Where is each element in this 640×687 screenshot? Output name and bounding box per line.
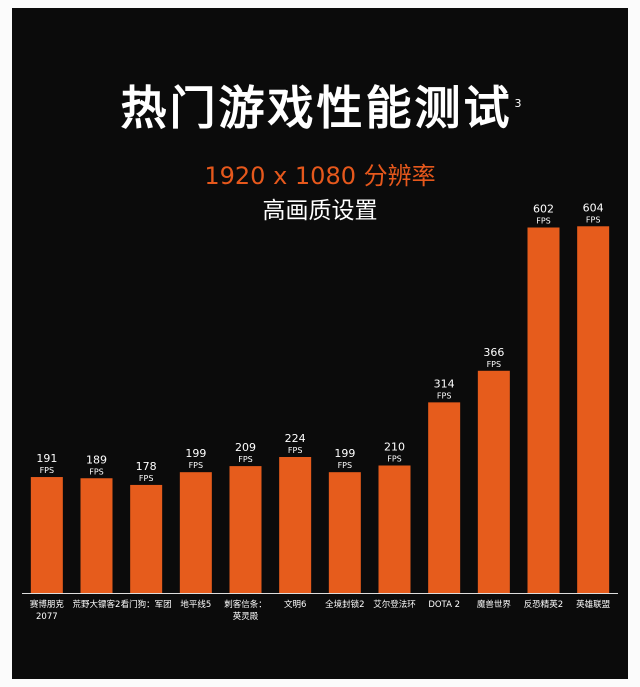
bar-8 xyxy=(428,402,461,593)
bar-unit-label: FPS xyxy=(487,360,502,369)
category-label: 2077 xyxy=(36,612,58,622)
bar-0 xyxy=(30,477,63,593)
category-label: 刺客信条： xyxy=(224,599,267,610)
category-label: 赛博朋克 xyxy=(30,599,65,610)
resolution-subtitle: 1920 x 1080 分辨率 xyxy=(204,162,436,190)
bar-7 xyxy=(378,465,411,593)
bar-2 xyxy=(130,484,163,593)
bar-value-label: 209 xyxy=(235,441,256,454)
bar-6 xyxy=(328,472,361,593)
bar-unit-label: FPS xyxy=(387,455,402,464)
category-label: DOTA 2 xyxy=(428,600,460,610)
bar-11 xyxy=(577,226,610,594)
bar-value-label: 314 xyxy=(434,377,455,390)
page-title: 热门游戏性能测试 3 xyxy=(0,78,640,138)
bar-unit-label: FPS xyxy=(338,461,353,470)
bar-unit-label: FPS xyxy=(40,466,55,475)
title-text: 热门游戏性能测试 xyxy=(120,81,513,135)
bar-unit-label: FPS xyxy=(437,391,452,400)
category-label: 英雄联盟 xyxy=(576,599,611,610)
category-label: 艾尔登法环 xyxy=(373,599,416,610)
category-label: 英灵殿 xyxy=(233,611,259,622)
bar-value-label: 602 xyxy=(533,203,554,216)
bar-1 xyxy=(80,478,113,593)
bar-value-label: 191 xyxy=(36,452,57,465)
bar-value-label: 366 xyxy=(483,346,504,359)
chart-panel xyxy=(12,8,628,679)
category-label: 魔兽世界 xyxy=(477,599,512,610)
footnote-mark: 3 xyxy=(514,97,522,110)
bar-value-label: 210 xyxy=(384,441,405,454)
category-label: 地平线5 xyxy=(180,599,211,610)
bar-unit-label: FPS xyxy=(139,474,154,483)
bar-unit-label: FPS xyxy=(288,446,303,455)
quality-subtitle: 高画质设置 xyxy=(262,198,378,224)
bar-value-label: 604 xyxy=(583,201,604,214)
bar-10 xyxy=(527,227,560,593)
category-label: 看门狗：军团 xyxy=(121,599,172,610)
bar-4 xyxy=(229,466,262,593)
bar-value-label: 199 xyxy=(185,447,206,460)
bar-3 xyxy=(179,472,212,593)
bar-unit-label: FPS xyxy=(89,467,104,476)
category-label: 反恐精英2 xyxy=(524,599,563,610)
bar-value-label: 189 xyxy=(86,453,107,466)
bar-9 xyxy=(477,370,510,593)
bar-unit-label: FPS xyxy=(238,455,253,464)
category-label: 荒野大镖客2 xyxy=(73,599,121,610)
category-label: 文明6 xyxy=(284,599,306,610)
bar-unit-label: FPS xyxy=(586,215,601,224)
bar-value-label: 178 xyxy=(136,460,157,473)
category-labels: 赛博朋克 2077 荒野大镖客2 看门狗：军团 地平线5 刺客信条：英灵殿 文明6 全境封锁2… xyxy=(30,599,611,622)
bar-unit-label: FPS xyxy=(189,461,204,470)
bar-value-label: 199 xyxy=(334,447,355,460)
bar-5 xyxy=(279,457,312,593)
bar-unit-label: FPS xyxy=(536,217,551,226)
category-label: 全境封锁2 xyxy=(325,599,364,610)
bar-value-label: 224 xyxy=(285,432,306,445)
